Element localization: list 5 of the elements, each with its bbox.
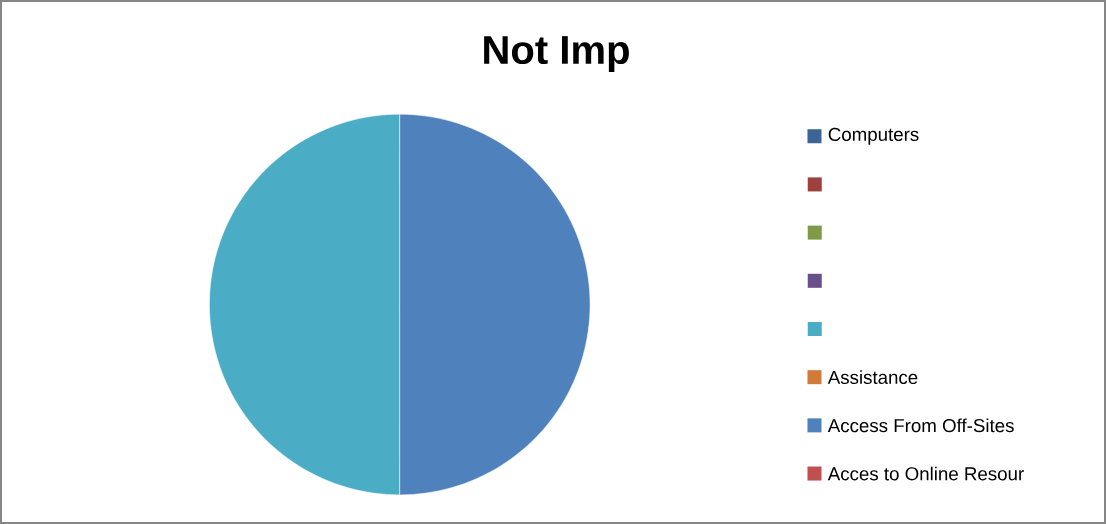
legend-label: Computers (828, 127, 919, 145)
chart-title: Not Imp (484, 36, 629, 73)
legend-label: Assistance (827, 370, 918, 385)
legend-label: Access From Off-Sites (827, 418, 1014, 433)
legend-label: Acces to Online Resour (827, 466, 1024, 481)
